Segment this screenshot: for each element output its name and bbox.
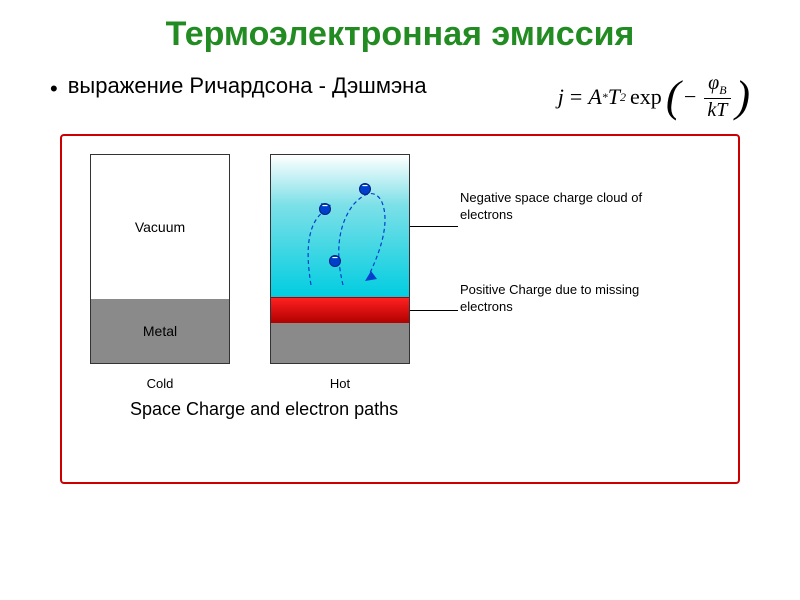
cold-box: Vacuum Metal xyxy=(90,154,230,364)
eq-T2: T xyxy=(716,99,727,121)
eq-minus: − xyxy=(682,84,697,110)
electron-icon: − xyxy=(359,183,371,195)
electron-icon: − xyxy=(319,203,331,215)
anno-neg-line xyxy=(410,226,458,227)
subtitle-row: • выражение Ричардсона - Дэшмэна j = A* … xyxy=(40,72,760,122)
cold-panel: Vacuum Metal Cold xyxy=(90,154,230,391)
eq-A: A xyxy=(588,84,601,110)
subtitle-bullet-line: • выражение Ричардсона - Дэшмэна xyxy=(50,72,427,101)
subtitle-text: выражение Ричардсона - Дэшмэна xyxy=(68,72,427,101)
anno-positive: Positive Charge due to missing electrons xyxy=(460,282,660,316)
richardson-equation: j = A* T2 exp ( − φB kT ) xyxy=(558,72,750,122)
eq-frac: φB kT xyxy=(703,72,731,122)
eq-eq: = xyxy=(570,84,582,110)
anno-negative: Negative space charge cloud of electrons xyxy=(460,190,660,224)
eq-phi: φ xyxy=(708,72,719,94)
electron-paths-icon xyxy=(271,155,409,297)
hot-panel: − − − Hot xyxy=(270,154,410,391)
diagram-box: Vacuum Metal Cold − − − xyxy=(60,134,740,484)
hot-vacuum-cloud: − − − xyxy=(271,155,409,297)
eq-phi-sub: B xyxy=(719,83,726,97)
eq-k: k xyxy=(707,99,716,121)
hot-label: Hot xyxy=(330,376,350,391)
anno-pos-line xyxy=(410,310,458,311)
eq-lhs: j xyxy=(558,84,564,110)
eq-bracket-l: ( xyxy=(666,79,681,114)
diagram-caption: Space Charge and electron paths xyxy=(130,399,728,420)
bullet-dot: • xyxy=(50,78,58,100)
cold-metal: Metal xyxy=(91,299,229,363)
panels: Vacuum Metal Cold − − − xyxy=(90,154,728,391)
eq-exp: exp xyxy=(630,84,662,110)
eq-den: kT xyxy=(703,99,731,122)
cold-label: Cold xyxy=(147,376,174,391)
hot-box: − − − xyxy=(270,154,410,364)
eq-T: T xyxy=(608,84,620,110)
hot-metal xyxy=(271,323,409,363)
cold-vacuum: Vacuum xyxy=(91,155,229,299)
page-title: Термоэлектронная эмиссия xyxy=(40,15,760,54)
eq-paren: ( − φB kT ) xyxy=(666,72,750,122)
eq-num: φB xyxy=(704,72,730,99)
electron-icon: − xyxy=(329,255,341,267)
eq-sq: 2 xyxy=(620,90,626,105)
eq-bracket-r: ) xyxy=(735,79,750,114)
positive-charge-layer xyxy=(271,297,409,323)
